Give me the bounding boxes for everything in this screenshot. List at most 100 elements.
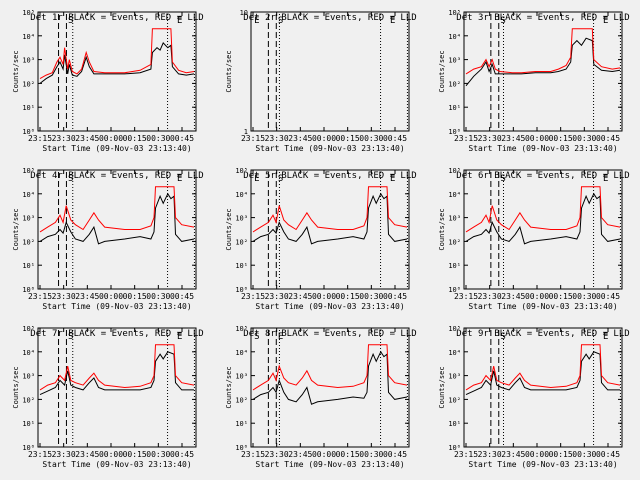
y-tick-label: 10⁴ (235, 191, 248, 199)
plot-frame (463, 11, 623, 132)
x-tick-label: 00:30 (359, 292, 383, 301)
series-lld-line (39, 344, 195, 391)
x-tick-label: 23:45 (501, 292, 525, 301)
series-events-line (39, 192, 195, 245)
series-lld-line (252, 186, 408, 233)
x-tick-label: 23:30 (52, 450, 76, 459)
y-axis-label: Counts/sec (225, 366, 233, 408)
x-tick-label: 23:15 (28, 134, 52, 143)
y-tick-label: 10⁵ (22, 167, 35, 175)
y-tick-label: 10³ (235, 215, 248, 223)
chart-panel-7: Det 7r BLACK = Events, RED = LLD Counts/s… (12, 325, 204, 469)
plot-frame (250, 327, 410, 448)
y-tick-label: 10⁴ (22, 349, 35, 357)
x-tick-label: 23:15 (454, 450, 478, 459)
x-tick-label: 00:45 (596, 450, 620, 459)
x-tick-label: 00:00 (525, 292, 549, 301)
y-axis-label: Counts/sec (438, 366, 446, 408)
x-tick-label: 23:15 (241, 292, 265, 301)
x-tick-label: 00:45 (596, 292, 620, 301)
series-events-line (465, 37, 621, 87)
x-tick-label: 00:45 (596, 134, 620, 143)
y-axis-label: Counts/sec (12, 208, 20, 250)
series-lld-line (465, 344, 621, 391)
chart-panel-5: Det 5r BLACK = Events, RED = LLD Counts/s… (225, 167, 417, 311)
x-tick-label: 23:45 (288, 450, 312, 459)
y-tick-label: 10¹ (235, 262, 248, 270)
chart-title: Det 9r BLACK = Events, RED = LLD (456, 329, 629, 339)
y-axis-label: Counts/sec (438, 50, 446, 92)
series-events-line (39, 351, 194, 396)
x-tick-label: 00:00 (99, 450, 123, 459)
interval-marker-label: S (500, 16, 505, 26)
x-axis-label: Start Time (09-Nov-03 23:13:40) (468, 144, 617, 153)
chart-title: Det 3r BLACK = Events, RED = LLD (456, 13, 629, 23)
y-tick-label: 10¹ (22, 420, 35, 428)
chart-panel-4: Det 4r BLACK = Events, RED = LLD Counts/s… (12, 167, 204, 311)
x-tick-label: 23:30 (478, 134, 502, 143)
x-tick-label: 00:45 (170, 292, 194, 301)
interval-marker-label: S (68, 16, 73, 26)
interval-marker-label: E (177, 332, 182, 342)
y-tick-label: 10⁵ (235, 325, 248, 333)
plot-frame (250, 11, 410, 132)
y-tick-label: 10⁵ (235, 167, 248, 175)
x-tick-label: 00:15 (123, 292, 147, 301)
y-tick-label: 10³ (448, 373, 461, 381)
x-tick-label: 00:15 (123, 134, 147, 143)
x-tick-label: 00:30 (359, 450, 383, 459)
y-tick-label: 10⁴ (448, 191, 461, 199)
x-tick-label: 00:30 (359, 134, 383, 143)
interval-marker-label: S (500, 332, 505, 342)
interval-marker-label: E (177, 16, 182, 26)
series-lld-line (39, 186, 195, 233)
series-lld-line (465, 28, 621, 75)
chart-panel-3: Det 3r BLACK = Events, RED = LLD Counts/s… (438, 9, 630, 153)
x-axis-label: Start Time (09-Nov-03 23:13:40) (255, 460, 404, 469)
x-axis-label: Start Time (09-Nov-03 23:13:40) (468, 302, 617, 311)
y-tick-label: 10⁴ (22, 191, 35, 199)
x-tick-label: 00:45 (383, 450, 407, 459)
plot-frame (463, 327, 623, 448)
y-tick-label: 10⁴ (235, 349, 248, 357)
x-tick-label: 23:45 (75, 450, 99, 459)
x-tick-label: 23:15 (28, 450, 52, 459)
x-axis-label: Start Time (09-Nov-03 23:13:40) (468, 460, 617, 469)
x-axis-label: Start Time (09-Nov-03 23:13:40) (255, 302, 404, 311)
plot-frame (463, 169, 623, 290)
series-lld-line (465, 186, 621, 233)
y-tick-label: 10⁰ (235, 286, 248, 294)
x-tick-label: 23:45 (501, 450, 525, 459)
x-tick-label: 00:15 (336, 292, 360, 301)
x-axis-label: Start Time (09-Nov-03 23:13:40) (255, 144, 404, 153)
interval-marker-label: E (390, 174, 395, 184)
series-events-line (465, 192, 621, 245)
x-tick-label: 23:15 (241, 134, 265, 143)
interval-marker-label: E (278, 332, 283, 342)
y-tick-label: 10¹ (22, 262, 35, 270)
x-tick-label: 23:45 (75, 134, 99, 143)
interval-marker-label: E (603, 16, 608, 26)
x-tick-label: 00:45 (170, 134, 194, 143)
interval-marker-label: S (278, 174, 283, 184)
interval-marker-label: S (68, 332, 73, 342)
chart-title: Det 1r BLACK = Events, RED = LLD (30, 13, 203, 23)
x-tick-label: 00:15 (336, 450, 360, 459)
series-events-line (252, 350, 408, 405)
x-axis-label: Start Time (09-Nov-03 23:13:40) (42, 144, 191, 153)
x-tick-label: 23:15 (454, 292, 478, 301)
y-tick-label: 10⁰ (448, 444, 461, 452)
chart-title: Det 8r BLACK = Events, RED = LLD (243, 329, 416, 339)
y-tick-label: 10² (448, 80, 461, 88)
x-tick-label: 00:15 (336, 134, 360, 143)
y-tick-label: 10⁴ (22, 33, 35, 41)
y-tick-label: 10⁵ (22, 325, 35, 333)
chart-title: Det 4r BLACK = Events, RED = LLD (30, 171, 203, 181)
y-tick-label: 10¹ (448, 104, 461, 112)
x-tick-label: 23:30 (265, 292, 289, 301)
y-tick-label: 10² (448, 238, 461, 246)
x-tick-label: 23:45 (288, 134, 312, 143)
x-tick-label: 00:00 (525, 450, 549, 459)
y-axis-label: Counts/sec (12, 50, 20, 92)
series-lld-line (39, 28, 195, 80)
